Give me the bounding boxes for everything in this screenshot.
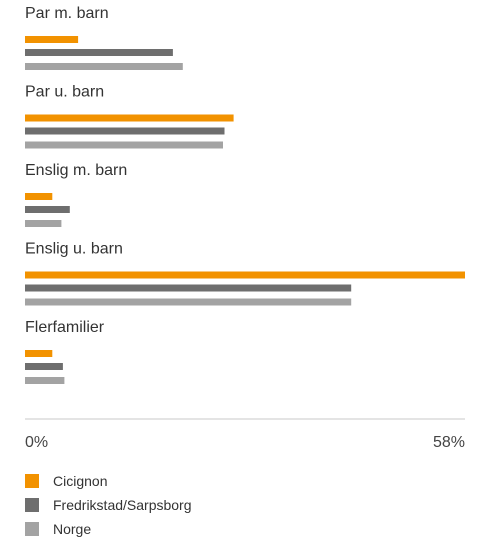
categories-group: Par m. barn Par u. barn Enslig m. barn Ensl…: [25, 5, 465, 384]
legend-swatch-cicignon: [25, 474, 39, 488]
bar-fredrikstad-sarpsborg-enslig-m-barn: [25, 206, 70, 213]
legend-label-cicignon: Cicignon: [53, 473, 107, 489]
legend-swatch-fredrikstad-sarpsborg: [25, 498, 39, 512]
bar-cicignon-par-u-barn: [25, 114, 234, 122]
bar-fredrikstad-sarpsborg-par-u-barn: [25, 127, 225, 135]
category-label: Enslig m. barn: [25, 162, 127, 179]
legend-label-fredrikstad-sarpsborg: Fredrikstad/Sarpsborg: [53, 497, 192, 513]
bar-cicignon-flerfamilier: [25, 350, 53, 357]
bar-cicignon-enslig-u-barn: [25, 271, 465, 279]
bar-norge-flerfamilier: [25, 377, 65, 384]
bar-fredrikstad-sarpsborg-par-m-barn: [25, 49, 173, 56]
x-tick-label-max: 58%: [433, 434, 465, 451]
bar-cicignon-par-m-barn: [25, 36, 79, 43]
category-label: Flerfamilier: [25, 319, 105, 336]
legend: Cicignon Fredrikstad/Sarpsborg Norge: [25, 473, 192, 537]
legend-label-norge: Norge: [53, 521, 91, 537]
bar-fredrikstad-sarpsborg-enslig-u-barn: [25, 284, 352, 292]
category-label: Par m. barn: [25, 5, 109, 22]
bar-cicignon-enslig-m-barn: [25, 193, 53, 200]
category-label: Par u. barn: [25, 84, 104, 101]
bar-norge-enslig-u-barn: [25, 298, 352, 306]
bar-norge-enslig-m-barn: [25, 220, 62, 227]
bar-norge-par-m-barn: [25, 63, 183, 70]
bar-norge-par-u-barn: [25, 141, 223, 149]
legend-swatch-norge: [25, 522, 39, 536]
bar-fredrikstad-sarpsborg-flerfamilier: [25, 363, 63, 370]
x-tick-label-min: 0%: [25, 434, 48, 451]
category-label: Enslig u. barn: [25, 241, 123, 258]
